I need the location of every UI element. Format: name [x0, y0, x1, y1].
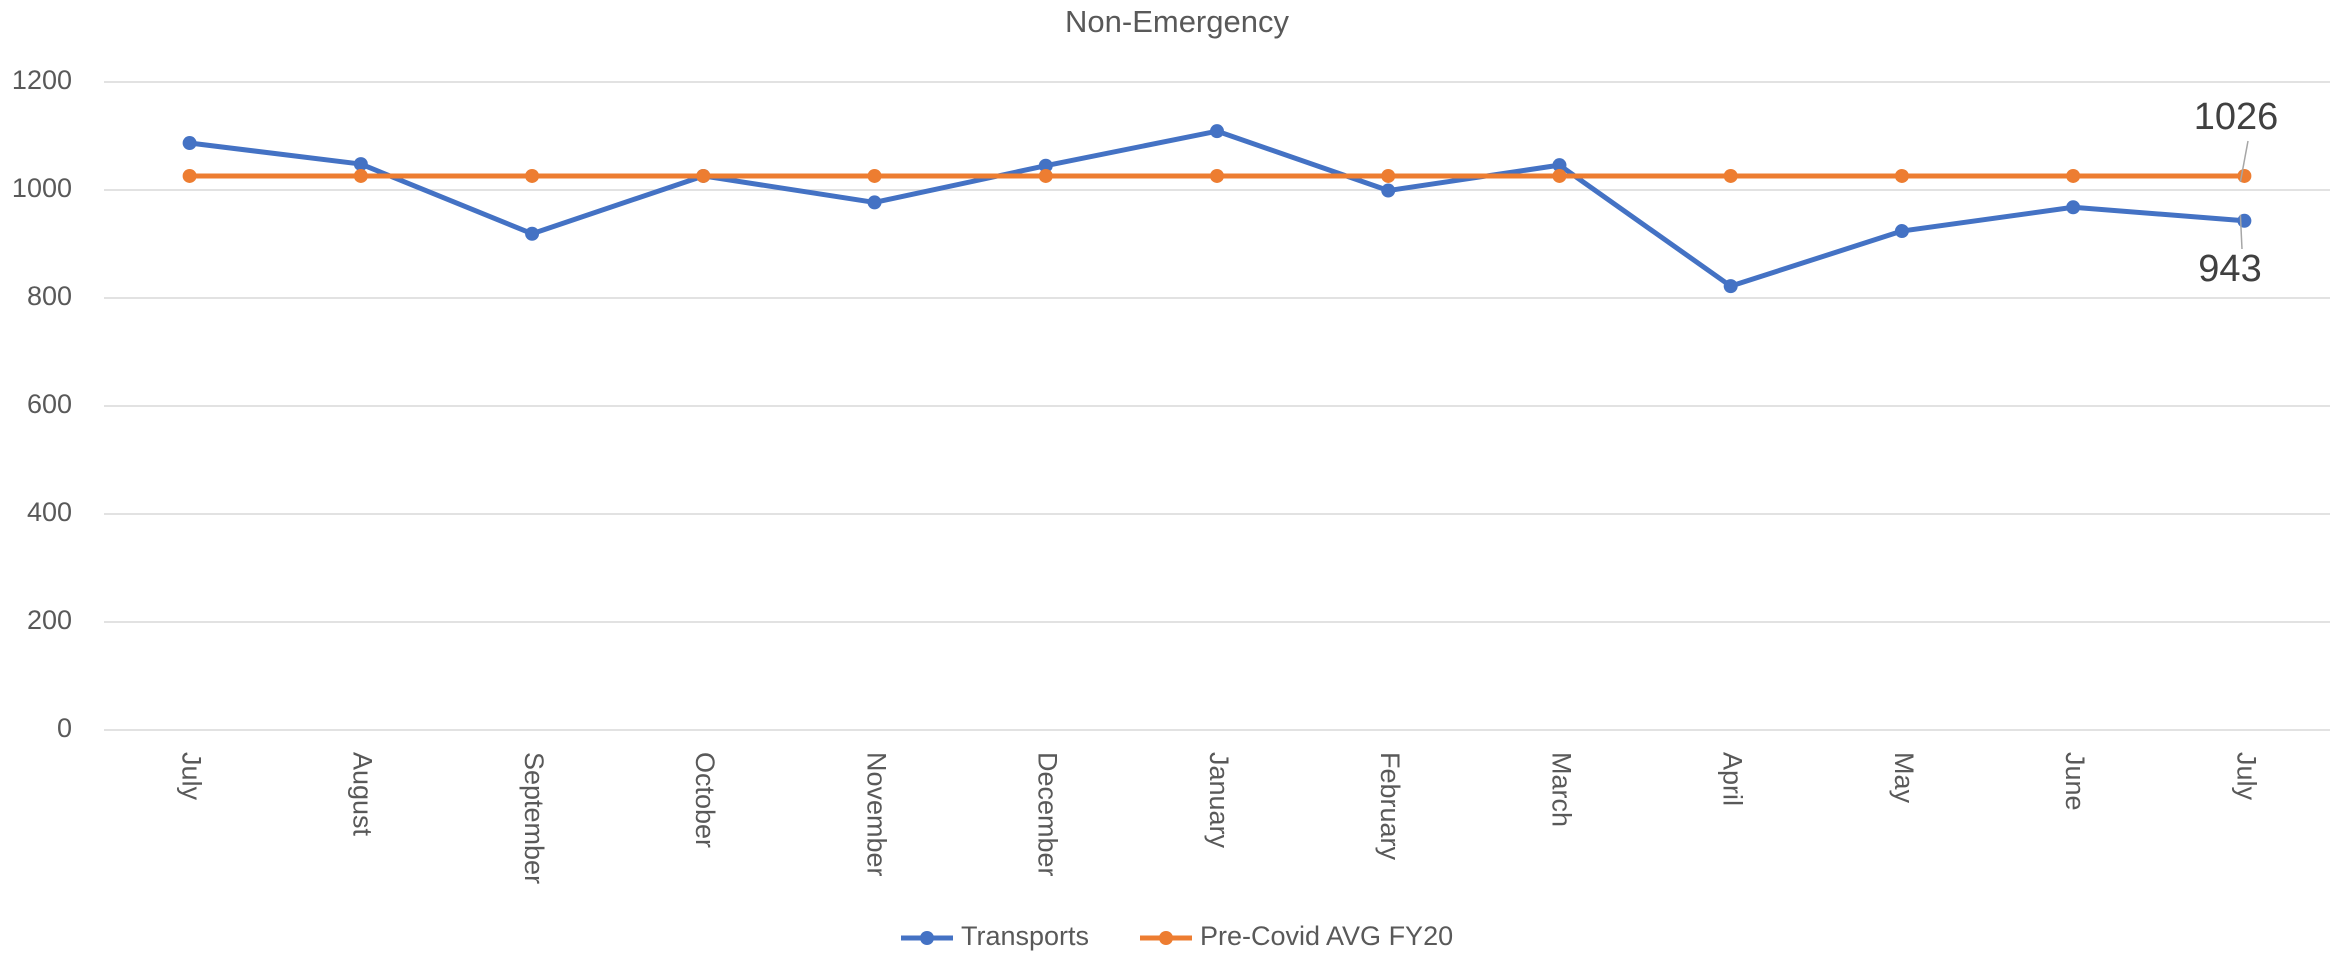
- x-tick-label: April: [1718, 752, 1748, 806]
- point: [1210, 124, 1224, 139]
- legend-label: Pre-Covid AVG FY20: [1200, 921, 1453, 951]
- label-leader: [2239, 140, 2249, 183]
- point: [525, 226, 540, 241]
- x-tick-label: November: [861, 752, 891, 877]
- x-tick-label: June: [2060, 752, 2090, 811]
- point: [1723, 279, 1738, 294]
- x-tick-label: July: [2231, 752, 2261, 801]
- point: [1552, 168, 1567, 183]
- data-label: 943: [2198, 248, 2261, 290]
- legend-marker: [920, 931, 934, 945]
- point: [1381, 168, 1396, 183]
- x-tick-label: December: [1033, 752, 1063, 877]
- data-label: 1026: [2194, 96, 2279, 138]
- x-tick-label: October: [690, 752, 720, 848]
- y-tick-label: 600: [27, 389, 72, 419]
- x-tick-label: March: [1546, 752, 1576, 827]
- x-tick-label: May: [1889, 752, 1919, 804]
- y-tick-label: 1200: [12, 65, 72, 95]
- point: [1894, 168, 1909, 183]
- point: [2237, 168, 2252, 183]
- point: [353, 168, 368, 183]
- y-tick-label: 200: [27, 605, 72, 635]
- point: [525, 168, 540, 183]
- point: [1894, 224, 1909, 239]
- point: [867, 168, 882, 183]
- point: [1381, 183, 1396, 198]
- y-tick-label: 0: [57, 713, 72, 743]
- point: [1038, 158, 1053, 173]
- y-tick-label: 1000: [12, 173, 72, 203]
- y-tick-label: 400: [27, 497, 72, 527]
- point: [182, 168, 197, 183]
- x-tick-label: September: [519, 752, 549, 884]
- point: [2066, 200, 2081, 215]
- point: [1723, 168, 1738, 183]
- legend-marker: [1159, 931, 1173, 945]
- point: [1038, 168, 1053, 183]
- x-tick-label: July: [176, 752, 206, 801]
- y-tick-label: 800: [27, 281, 72, 311]
- x-tick-label: January: [1204, 752, 1234, 849]
- point: [1210, 168, 1224, 183]
- point: [182, 136, 197, 151]
- chart-title: Non-Emergency: [1065, 4, 1289, 39]
- x-tick-label: August: [348, 752, 378, 837]
- point: [867, 195, 882, 210]
- point: [696, 168, 711, 183]
- point: [1552, 158, 1567, 173]
- legend-label: Transports: [961, 921, 1089, 951]
- label-leader: [2239, 214, 2243, 250]
- series-line: [189, 128, 2245, 289]
- x-tick-label: February: [1375, 752, 1405, 861]
- point: [353, 157, 368, 172]
- point: [2066, 168, 2081, 183]
- point: [2237, 213, 2252, 228]
